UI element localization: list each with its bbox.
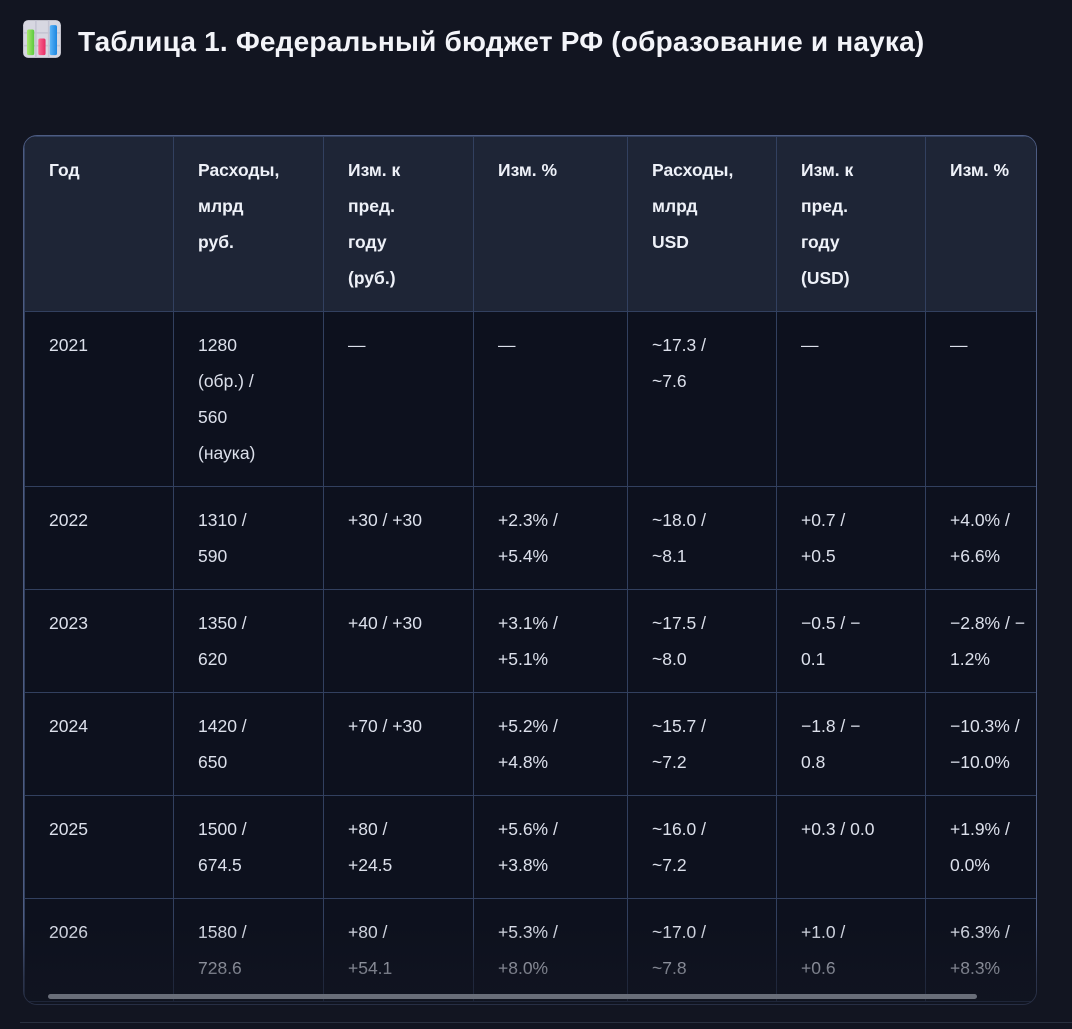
table-cell: +1.0 / +0.6 xyxy=(776,898,926,1002)
year-cell: 2025 xyxy=(24,795,174,899)
table-cell: +40 / +30 xyxy=(323,589,474,693)
table-cell: +4.0% / +6.6% xyxy=(925,486,1036,590)
table-body: 2021 1280 (обр.) / 560 (наука) — — ~17.3 / ~… xyxy=(24,311,1036,1002)
bottom-divider xyxy=(20,1022,1072,1023)
table-cell: 1310 / 590 xyxy=(173,486,324,590)
column-header: Год xyxy=(24,136,174,312)
table-cell: +5.2% / +4.8% xyxy=(473,692,628,796)
year-cell: 2022 xyxy=(24,486,174,590)
year-cell: 2024 xyxy=(24,692,174,796)
column-header: Изм. % xyxy=(473,136,628,312)
table-cell: +0.3 / 0.0 xyxy=(776,795,926,899)
table-cell: +80 / +54.1 xyxy=(323,898,474,1002)
table-cell: — xyxy=(925,311,1036,487)
table-cell: +3.1% / +5.1% xyxy=(473,589,628,693)
table-cell: — xyxy=(323,311,474,487)
page-title-text: Таблица 1. Федеральный бюджет РФ (образо… xyxy=(78,26,925,57)
table-cell: 1350 / 620 xyxy=(173,589,324,693)
table-cell: 1500 / 674.5 xyxy=(173,795,324,899)
budget-table: Год Расходы, млрд руб. Изм. к пред. году (… xyxy=(24,136,1036,1002)
table-cell: ~17.3 / ~7.6 xyxy=(627,311,777,487)
column-header: Расходы, млрд руб. xyxy=(173,136,324,312)
bar-chart-icon xyxy=(22,19,62,59)
table-cell: −10.3% / −10.0% xyxy=(925,692,1036,796)
table-cell: +5.3% / +8.0% xyxy=(473,898,628,1002)
column-header: Расходы, млрд USD xyxy=(627,136,777,312)
table-row: 2026 1580 / 728.6 +80 / +54.1 +5.3% / +8.0%… xyxy=(24,898,1036,1002)
table-cell: −0.5 / − 0.1 xyxy=(776,589,926,693)
page-title: Таблица 1. Федеральный бюджет РФ (образо… xyxy=(22,16,1012,68)
table-cell: +1.9% / 0.0% xyxy=(925,795,1036,899)
year-cell: 2023 xyxy=(24,589,174,693)
table-row: 2024 1420 / 650 +70 / +30 +5.2% / +4.8% ~15.… xyxy=(24,692,1036,796)
table-cell: 1580 / 728.6 xyxy=(173,898,324,1002)
table-cell: +70 / +30 xyxy=(323,692,474,796)
table-row: 2023 1350 / 620 +40 / +30 +3.1% / +5.1% ~17.… xyxy=(24,589,1036,693)
table-header: Год Расходы, млрд руб. Изм. к пред. году (… xyxy=(24,136,1036,312)
table-cell: −1.8 / − 0.8 xyxy=(776,692,926,796)
table-cell: ~17.0 / ~7.8 xyxy=(627,898,777,1002)
table-cell: +0.7 / +0.5 xyxy=(776,486,926,590)
table-cell: — xyxy=(776,311,926,487)
table-cell: +6.3% / +8.3% xyxy=(925,898,1036,1002)
year-cell: 2021 xyxy=(24,311,174,487)
table-row: 2025 1500 / 674.5 +80 / +24.5 +5.6% / +3.8%… xyxy=(24,795,1036,899)
table-cell: 1420 / 650 xyxy=(173,692,324,796)
table-cell: −2.8% / − 1.2% xyxy=(925,589,1036,693)
header-row: Год Расходы, млрд руб. Изм. к пред. году (… xyxy=(24,136,1036,312)
table-cell: ~18.0 / ~8.1 xyxy=(627,486,777,590)
table-cell: +5.6% / +3.8% xyxy=(473,795,628,899)
horizontal-scrollbar-thumb[interactable] xyxy=(48,994,977,999)
table-row: 2022 1310 / 590 +30 / +30 +2.3% / +5.4% ~18.… xyxy=(24,486,1036,590)
year-cell: 2026 xyxy=(24,898,174,1002)
table-cell: +80 / +24.5 xyxy=(323,795,474,899)
column-header: Изм. % xyxy=(925,136,1036,312)
table-cell: ~15.7 / ~7.2 xyxy=(627,692,777,796)
table-cell: ~16.0 / ~7.2 xyxy=(627,795,777,899)
table-cell: 1280 (обр.) / 560 (наука) xyxy=(173,311,324,487)
table-scroll-area[interactable]: Год Расходы, млрд руб. Изм. к пред. году (… xyxy=(24,136,1036,1004)
table-row: 2021 1280 (обр.) / 560 (наука) — — ~17.3 / ~… xyxy=(24,311,1036,487)
table-cell: ~17.5 / ~8.0 xyxy=(627,589,777,693)
table-cell: +2.3% / +5.4% xyxy=(473,486,628,590)
column-header: Изм. к пред. году (руб.) xyxy=(323,136,474,312)
column-header: Изм. к пред. году (USD) xyxy=(776,136,926,312)
table-cell: +30 / +30 xyxy=(323,486,474,590)
table-cell: — xyxy=(473,311,628,487)
budget-table-frame: Год Расходы, млрд руб. Изм. к пред. году (… xyxy=(23,135,1037,1005)
